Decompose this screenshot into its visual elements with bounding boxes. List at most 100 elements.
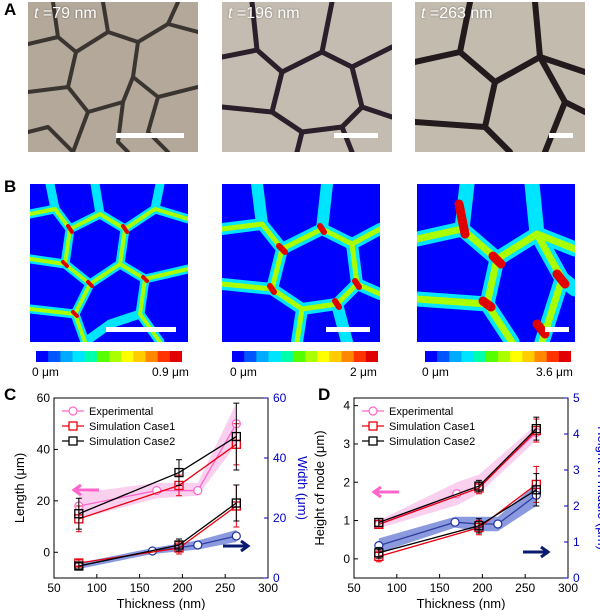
y-tick-label: 4 — [343, 399, 350, 413]
panel-label-c: C — [4, 385, 17, 404]
legend-marker — [68, 406, 78, 416]
y2-tick-label: 1 — [573, 535, 580, 549]
data-point — [193, 540, 203, 550]
colorbar-cell — [96, 351, 110, 362]
y2-tick-label: 40 — [273, 451, 287, 465]
height-map-79nm — [30, 184, 188, 342]
colorbar-cell — [244, 351, 257, 362]
colorbar-cell — [305, 351, 318, 362]
panel-label-a: A — [4, 0, 17, 19]
x-tick-label: 300 — [258, 581, 278, 595]
data-point — [231, 498, 241, 508]
y-tick-label: 3 — [343, 437, 350, 451]
scale-bar — [326, 327, 370, 332]
colorbar-3 — [425, 351, 571, 362]
colorbar-cell — [449, 351, 462, 362]
chart-length-width: 50 100 150 200 250 30002040600204060Thickness… — [12, 391, 310, 610]
arrow-right-axis — [523, 545, 551, 559]
colorbar-cell — [534, 351, 548, 362]
colorbar-cell — [437, 351, 450, 362]
data-point — [174, 467, 184, 478]
legend-label: Simulation Case1 — [389, 421, 475, 433]
colorbar-cell — [121, 351, 134, 362]
y2-tick-label: 3 — [573, 463, 580, 477]
confidence-band — [378, 424, 537, 529]
colorbar-cell — [72, 351, 86, 362]
crack-pattern-196nm — [222, 2, 392, 152]
colorbar-cell — [546, 351, 560, 362]
colorbar-cell — [353, 351, 367, 362]
x-tick-label: 200 — [172, 581, 192, 595]
x-tick-label: 150 — [430, 581, 450, 595]
legend-marker — [368, 406, 378, 416]
colorbar-cell — [473, 351, 487, 362]
scale-bar — [549, 133, 573, 138]
series-5 — [74, 484, 241, 571]
colorbar-cell — [60, 351, 73, 362]
y-tick-label: 20 — [37, 494, 51, 508]
colorbar-cell — [485, 351, 499, 362]
colorbar-cell — [365, 351, 378, 362]
colorbar-1 — [36, 351, 182, 362]
x-tick-label: 100 — [387, 581, 407, 595]
y-tick-label: 2 — [343, 475, 350, 489]
colorbar-cell — [84, 351, 98, 362]
y-axis-title: Length (μm) — [12, 453, 27, 523]
legend-label: Experimental — [389, 406, 453, 418]
y-tick-label: 0 — [343, 552, 350, 566]
x-tick-label: 50 — [47, 581, 61, 595]
arrow-left-axis — [371, 485, 399, 499]
colorbar-cell — [522, 351, 535, 362]
data-point — [74, 561, 84, 571]
data-point — [374, 548, 384, 558]
y2-tick-label: 5 — [573, 391, 580, 405]
series-2 — [74, 402, 241, 530]
height-map-network — [222, 184, 380, 342]
height-map-network — [417, 184, 575, 342]
legend-label: Simulation Case1 — [89, 421, 175, 433]
thickness-value-263: =263 nm — [425, 5, 493, 22]
height-map-263nm — [417, 184, 575, 342]
y2-tick-label: 4 — [573, 427, 580, 441]
legend-marker — [368, 421, 378, 431]
colorbar-cell — [461, 351, 475, 362]
arrow-right-axis — [223, 539, 251, 553]
y2-axis-title: Width (μm) — [295, 456, 310, 520]
colorbar-cell — [329, 351, 342, 362]
data-point — [231, 431, 241, 442]
x-tick-label: 150 — [130, 581, 150, 595]
colorbar-cell — [498, 351, 511, 362]
data-point — [450, 517, 460, 527]
colorbar-cell — [109, 351, 122, 362]
x-tick-label: 50 — [347, 581, 361, 595]
y2-tick-label: 60 — [273, 391, 287, 405]
y2-tick-label: 0 — [573, 571, 580, 585]
data-point — [231, 531, 241, 541]
y-tick-label: 40 — [37, 442, 51, 456]
data-point — [193, 485, 203, 496]
data-point — [174, 540, 184, 550]
series-2 — [374, 416, 541, 528]
x-tick-label: 100 — [87, 581, 107, 595]
arrow-left-axis — [71, 483, 99, 497]
x-tick-label: 300 — [558, 581, 578, 595]
x-tick-label: 250 — [515, 581, 535, 595]
height-map-network — [30, 184, 188, 342]
legend-label: Experimental — [89, 406, 153, 418]
data-point — [474, 481, 484, 491]
legend: Experimental Simulation Case1 Simulation C… — [362, 406, 475, 448]
colorbar-cell — [36, 351, 49, 362]
colorbar-1-max: 0.9 μm — [152, 365, 189, 379]
plot-frame — [353, 397, 569, 579]
legend-label: Simulation Case2 — [389, 436, 475, 448]
series-line — [78, 505, 237, 564]
colorbar-cell — [280, 351, 294, 362]
colorbar-cell — [317, 351, 330, 362]
height-map-196nm — [222, 184, 380, 342]
thickness-symbol: t — [34, 5, 39, 22]
colorbar-cell — [232, 351, 245, 362]
data-point — [493, 519, 503, 529]
thickness-symbol: t — [228, 5, 233, 22]
scale-bar — [334, 133, 378, 138]
